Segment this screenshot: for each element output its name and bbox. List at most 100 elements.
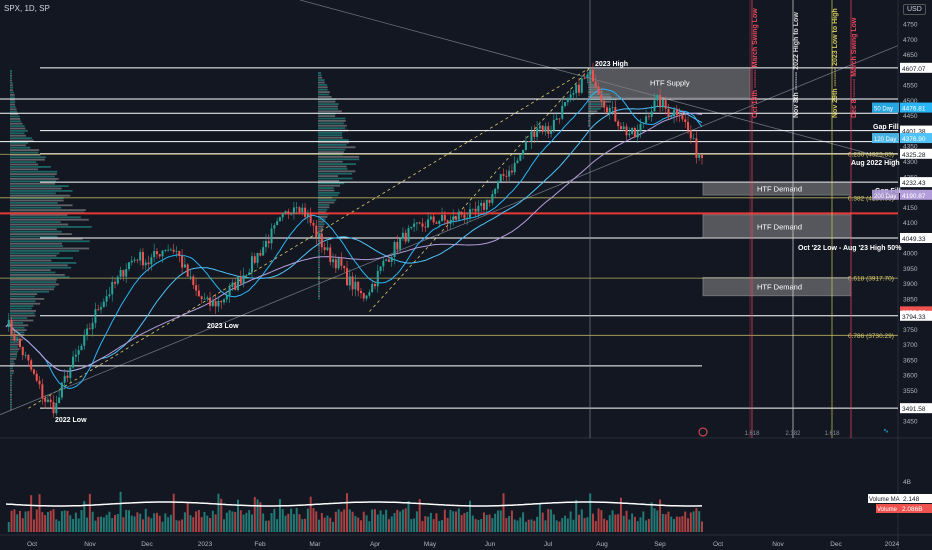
- volume-bar: [538, 502, 541, 532]
- x-tick-label: Apr: [370, 541, 381, 548]
- volume-bar: [569, 511, 572, 532]
- volume-value-box: [900, 504, 932, 513]
- candle-body: [390, 256, 393, 262]
- volume-bar: [239, 510, 242, 532]
- candle-body: [642, 122, 645, 124]
- volume-bar: [575, 499, 578, 532]
- time-line-label: Oct 18th -------- March Swing Low: [752, 8, 759, 118]
- volume-bar: [438, 521, 441, 532]
- volume-bar: [326, 515, 329, 532]
- volume-bar: [443, 509, 446, 532]
- candle-body: [619, 126, 622, 130]
- volume-bar: [220, 498, 223, 532]
- volume-bar: [119, 491, 122, 532]
- candle-body: [21, 346, 24, 356]
- x-tick-label: Jun: [485, 541, 496, 548]
- volume-bar: [603, 518, 606, 532]
- candle-body: [519, 154, 522, 161]
- htf-zone-label: HTF Demand: [757, 222, 802, 231]
- price-axis-tag: [900, 148, 932, 159]
- candle-body: [371, 283, 374, 293]
- volume-bar: [357, 517, 360, 532]
- price-axis-value: 3794.33: [902, 314, 926, 321]
- candle-body: [508, 170, 511, 177]
- chart-annotation: 2023 High: [595, 61, 628, 68]
- currency-button[interactable]: USD: [903, 4, 926, 15]
- volume-bar: [217, 493, 220, 532]
- candle-body: [424, 226, 427, 228]
- volume-bar: [52, 509, 55, 532]
- candle-body: [281, 213, 284, 218]
- htf-zones: HTF Supply HTF Demand HTF Demand HTF Demand: [589, 67, 852, 297]
- candle-body: [195, 285, 198, 291]
- candle-body: [578, 84, 581, 93]
- volume-bar: [273, 508, 276, 532]
- price-axis-tag: [900, 310, 932, 321]
- volume-bar: [673, 519, 676, 532]
- volume-bar: [139, 513, 142, 532]
- chart-annotation: Oct '22 Low - Aug '23 High 50%: [798, 245, 902, 252]
- price-axis-value: 4232.43: [902, 180, 926, 187]
- trendline-long: [0, 45, 899, 416]
- volume-bar: [74, 512, 77, 532]
- candle-body: [432, 216, 435, 223]
- candle-body: [334, 259, 337, 269]
- volume-bar: [225, 512, 228, 532]
- candle-body: [346, 268, 349, 286]
- volume-bar: [675, 516, 678, 532]
- volume-label: Volume: [877, 507, 898, 513]
- candle-body: [169, 249, 172, 251]
- candle-body: [597, 86, 600, 95]
- htf-zone-label: HTF Demand: [757, 283, 802, 292]
- candle-body: [259, 253, 262, 256]
- y-tick-label: 4150: [903, 205, 918, 212]
- candle-body: [91, 322, 94, 330]
- candle-body: [625, 126, 628, 136]
- volume-bar: [88, 493, 91, 532]
- candle-body: [541, 125, 544, 132]
- candle-body: [304, 207, 307, 217]
- candle-body: [284, 211, 287, 214]
- candle-body: [678, 115, 681, 116]
- candle-body: [591, 69, 594, 82]
- price-axis-value: 4607.07: [902, 66, 926, 73]
- candle-body: [60, 382, 63, 398]
- volume-bar: [502, 493, 505, 532]
- candle-body: [365, 295, 368, 299]
- volume-bar: [161, 521, 164, 532]
- volume-bar: [262, 513, 265, 532]
- volume-bar: [415, 511, 418, 532]
- volume-bar: [105, 514, 108, 532]
- ma-tag: [872, 133, 899, 144]
- candle-body: [49, 399, 52, 403]
- candle-body: [97, 309, 100, 311]
- candle-body: [298, 207, 301, 213]
- candle-body: [617, 121, 620, 127]
- volume-bar: [141, 519, 144, 532]
- volume-bar: [499, 510, 502, 532]
- volume-bar: [608, 515, 611, 532]
- volume-bar: [284, 515, 287, 532]
- volume-bar: [108, 511, 111, 532]
- volume-bar: [524, 521, 527, 532]
- candle-body: [393, 241, 396, 257]
- volume-bar: [41, 512, 44, 532]
- candle-body: [544, 126, 547, 132]
- volume-bar: [614, 514, 617, 532]
- candle-body: [80, 345, 83, 351]
- candle-body: [46, 399, 49, 402]
- candle-body: [449, 220, 452, 224]
- volume-bar: [91, 511, 94, 532]
- candle-body: [633, 128, 636, 138]
- candle-body: [600, 94, 603, 102]
- volume-bar: [250, 514, 253, 532]
- y-tick-label: 3450: [903, 418, 918, 425]
- volume-bar: [94, 520, 97, 532]
- htf-zone-label: HTF Supply: [650, 79, 690, 88]
- y-tick-label: 3900: [903, 281, 918, 288]
- candle-body: [480, 202, 483, 206]
- x-tick-label: Oct: [713, 541, 723, 548]
- x-tick-label: May: [424, 541, 437, 548]
- volume-bar: [13, 509, 16, 532]
